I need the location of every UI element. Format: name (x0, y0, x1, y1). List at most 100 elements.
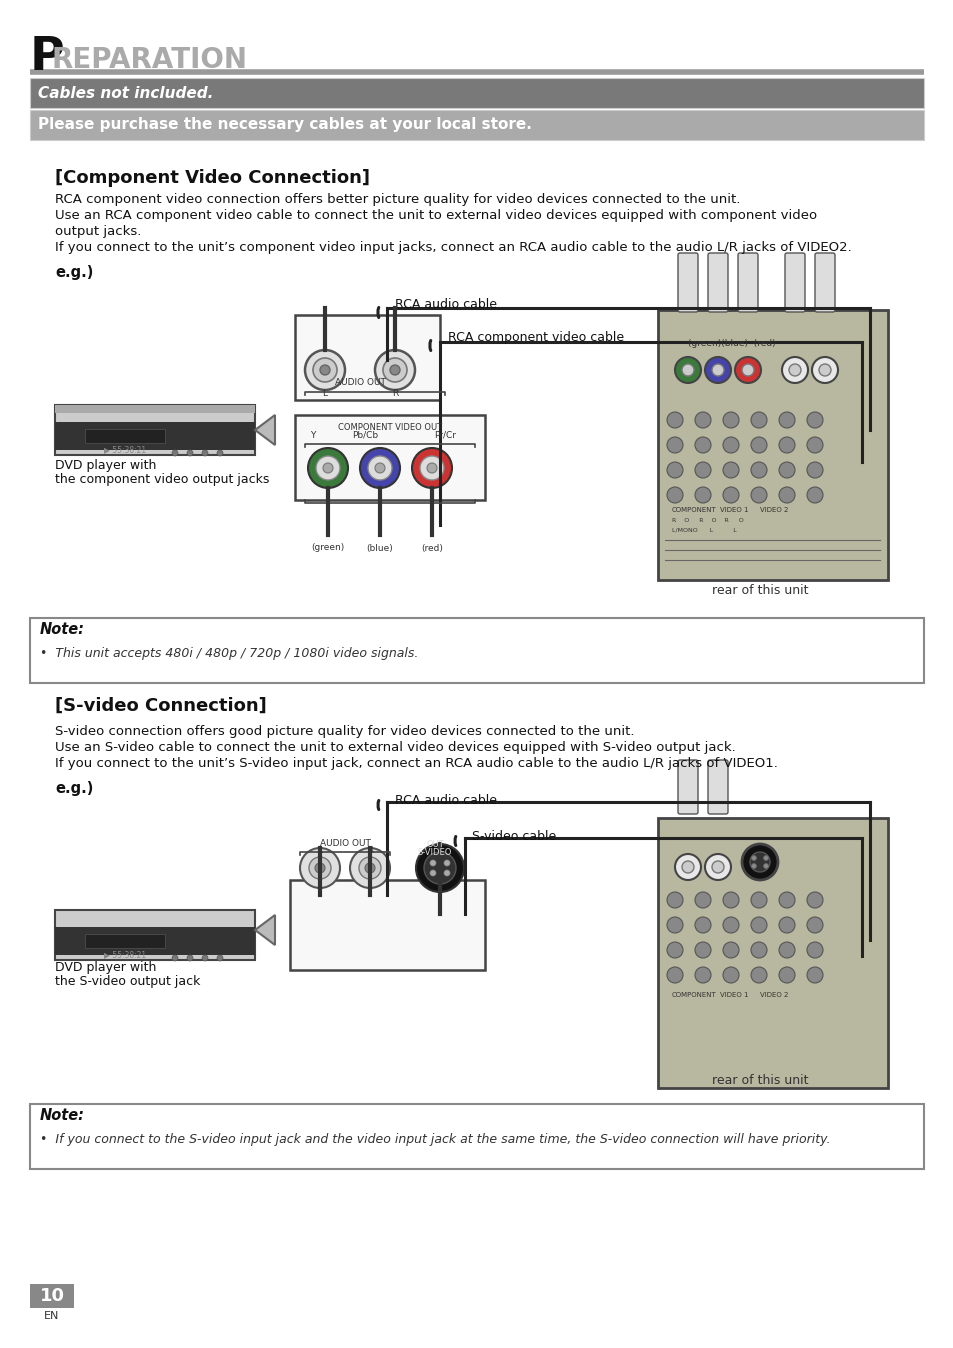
Text: R: R (367, 847, 373, 855)
Circle shape (430, 860, 436, 865)
Text: Y: Y (310, 431, 315, 439)
FancyBboxPatch shape (294, 315, 439, 400)
Circle shape (695, 967, 710, 983)
FancyBboxPatch shape (784, 253, 804, 311)
Circle shape (722, 462, 739, 479)
Text: Please purchase the necessary cables at your local store.: Please purchase the necessary cables at … (38, 117, 532, 132)
Circle shape (187, 450, 193, 456)
Circle shape (666, 437, 682, 453)
Circle shape (779, 917, 794, 933)
Circle shape (751, 856, 756, 860)
Circle shape (750, 462, 766, 479)
Text: RCA audio cable: RCA audio cable (395, 298, 497, 310)
Circle shape (443, 869, 450, 876)
Circle shape (779, 412, 794, 429)
Circle shape (443, 860, 450, 865)
Circle shape (788, 364, 801, 376)
FancyBboxPatch shape (55, 927, 254, 954)
Text: COMPONENT VIDEO OUT: COMPONENT VIDEO OUT (337, 423, 441, 431)
Text: (green): (green) (311, 543, 344, 553)
Circle shape (375, 350, 415, 390)
FancyBboxPatch shape (85, 934, 165, 948)
Text: VIDEO 1: VIDEO 1 (720, 507, 748, 514)
Circle shape (375, 462, 385, 473)
FancyBboxPatch shape (678, 760, 698, 814)
Text: REPARATION: REPARATION (52, 46, 248, 74)
FancyBboxPatch shape (294, 415, 484, 500)
Circle shape (202, 450, 208, 456)
Circle shape (762, 856, 768, 860)
Polygon shape (254, 915, 274, 945)
FancyBboxPatch shape (678, 253, 698, 311)
Circle shape (675, 357, 700, 383)
Circle shape (172, 954, 178, 961)
Circle shape (750, 487, 766, 503)
FancyBboxPatch shape (55, 404, 254, 456)
Circle shape (390, 365, 399, 375)
Text: ▶ 55:38:21: ▶ 55:38:21 (104, 445, 146, 454)
Circle shape (695, 942, 710, 958)
Text: R: R (392, 390, 397, 398)
Circle shape (749, 852, 769, 872)
Text: VIDEO 1: VIDEO 1 (720, 992, 748, 998)
Circle shape (308, 448, 348, 488)
Circle shape (806, 892, 822, 909)
Circle shape (666, 917, 682, 933)
Circle shape (187, 954, 193, 961)
Circle shape (681, 861, 693, 874)
Text: R    O     R    O    R     O: R O R O R O (671, 518, 743, 523)
Text: COMPONENT: COMPONENT (671, 507, 716, 514)
Circle shape (666, 487, 682, 503)
Circle shape (368, 456, 392, 480)
Circle shape (675, 855, 700, 880)
Text: RCA audio cable: RCA audio cable (395, 794, 497, 806)
Text: AUDIO OUT: AUDIO OUT (335, 377, 385, 387)
Text: S-video cable: S-video cable (472, 829, 556, 842)
Circle shape (323, 462, 333, 473)
Circle shape (711, 861, 723, 874)
Text: P: P (30, 35, 65, 81)
Text: COMPONENT: COMPONENT (671, 992, 716, 998)
Circle shape (216, 450, 223, 456)
Circle shape (427, 462, 436, 473)
Text: output jacks.: output jacks. (55, 225, 141, 239)
Circle shape (412, 448, 452, 488)
Circle shape (202, 954, 208, 961)
Circle shape (695, 917, 710, 933)
Text: Pb/Cb: Pb/Cb (352, 431, 377, 439)
Circle shape (806, 942, 822, 958)
Text: DVD player with: DVD player with (55, 961, 156, 975)
FancyBboxPatch shape (30, 78, 923, 108)
Circle shape (722, 967, 739, 983)
Circle shape (299, 848, 339, 888)
Text: Use an S-video cable to connect the unit to external video devices equipped with: Use an S-video cable to connect the unit… (55, 741, 735, 755)
Circle shape (305, 350, 345, 390)
Circle shape (666, 967, 682, 983)
Text: •  If you connect to the S-video input jack and the video input jack at the same: • If you connect to the S-video input ja… (40, 1132, 830, 1146)
Text: S-video connection offers good picture quality for video devices connected to th: S-video connection offers good picture q… (55, 725, 634, 739)
Circle shape (216, 954, 223, 961)
Circle shape (750, 942, 766, 958)
Circle shape (734, 357, 760, 383)
Circle shape (750, 892, 766, 909)
Circle shape (806, 917, 822, 933)
Circle shape (806, 412, 822, 429)
Text: e.g.): e.g.) (55, 264, 93, 279)
FancyBboxPatch shape (707, 253, 727, 311)
Circle shape (779, 437, 794, 453)
Text: VIDEO 2: VIDEO 2 (760, 992, 787, 998)
Circle shape (741, 364, 753, 376)
Circle shape (695, 412, 710, 429)
Circle shape (781, 357, 807, 383)
Circle shape (806, 462, 822, 479)
FancyBboxPatch shape (55, 910, 254, 960)
Circle shape (779, 487, 794, 503)
FancyBboxPatch shape (738, 253, 758, 311)
Circle shape (806, 967, 822, 983)
Circle shape (722, 942, 739, 958)
Circle shape (811, 357, 837, 383)
Text: the S-video output jack: the S-video output jack (55, 976, 200, 988)
FancyBboxPatch shape (85, 429, 165, 443)
Text: Cables not included.: Cables not included. (38, 85, 213, 101)
Text: Pr/Cr: Pr/Cr (434, 431, 456, 439)
